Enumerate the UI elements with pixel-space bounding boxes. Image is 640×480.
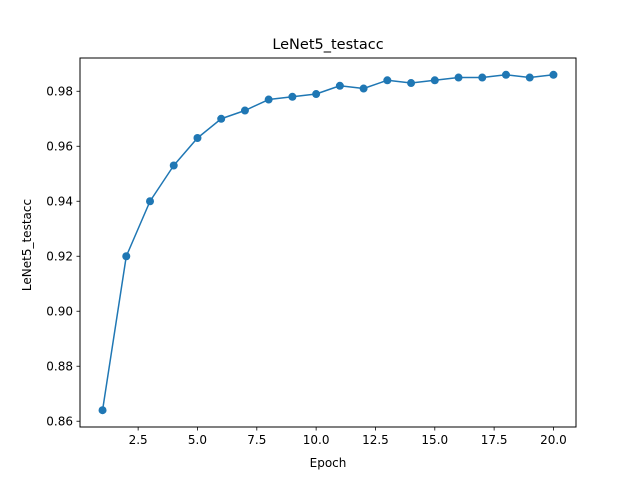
data-point (193, 134, 202, 143)
data-point (122, 252, 131, 261)
x-axis-label: Epoch (310, 456, 347, 470)
data-point (312, 90, 321, 99)
y-tick-label: 0.98 (46, 85, 73, 99)
data-point (335, 81, 344, 90)
x-tick-label: 17.5 (481, 433, 508, 447)
data-point (501, 70, 510, 79)
y-axis: 0.86 0.88 0.90 0.92 0.94 0.96 0.98 (46, 85, 80, 429)
data-point (169, 161, 178, 170)
y-axis-label: LeNet5_testacc (20, 199, 34, 291)
y-tick-label: 0.86 (46, 415, 73, 429)
data-point (217, 114, 226, 123)
x-tick-label: 5.0 (188, 433, 207, 447)
data-point (264, 95, 273, 104)
y-tick-label: 0.90 (46, 305, 73, 319)
data-point (240, 106, 249, 115)
x-tick-label: 20.0 (540, 433, 567, 447)
y-tick-label: 0.94 (46, 195, 73, 209)
x-tick-label: 12.5 (362, 433, 389, 447)
data-point (407, 79, 416, 88)
data-point (525, 73, 534, 82)
x-axis: 2.5 5.0 7.5 10.0 12.5 15.0 17.5 20.0 (129, 427, 567, 447)
plot-area: 2.5 5.0 7.5 10.0 12.5 15.0 17.5 20.0 0.860.880.… (46, 57, 577, 447)
data-point (146, 197, 155, 206)
data-point (430, 76, 439, 85)
data-point (478, 73, 487, 82)
data-point (454, 73, 463, 82)
x-tick-label: 7.5 (247, 433, 266, 447)
axes-frame (79, 57, 577, 428)
y-tick-label: 0.96 (46, 140, 73, 154)
series-layer (98, 70, 558, 415)
x-tick-label: 2.5 (129, 433, 148, 447)
data-point (288, 92, 297, 101)
data-point (383, 76, 392, 85)
y-tick-label: 0.92 (46, 250, 73, 264)
data-point (98, 406, 107, 415)
data-point (549, 70, 558, 79)
data-point (359, 84, 368, 93)
chart-title: LeNet5_testacc (272, 37, 383, 53)
x-tick-label: 15.0 (421, 433, 448, 447)
x-tick-label: 10.0 (303, 433, 330, 447)
y-tick-label: 0.88 (46, 360, 73, 374)
